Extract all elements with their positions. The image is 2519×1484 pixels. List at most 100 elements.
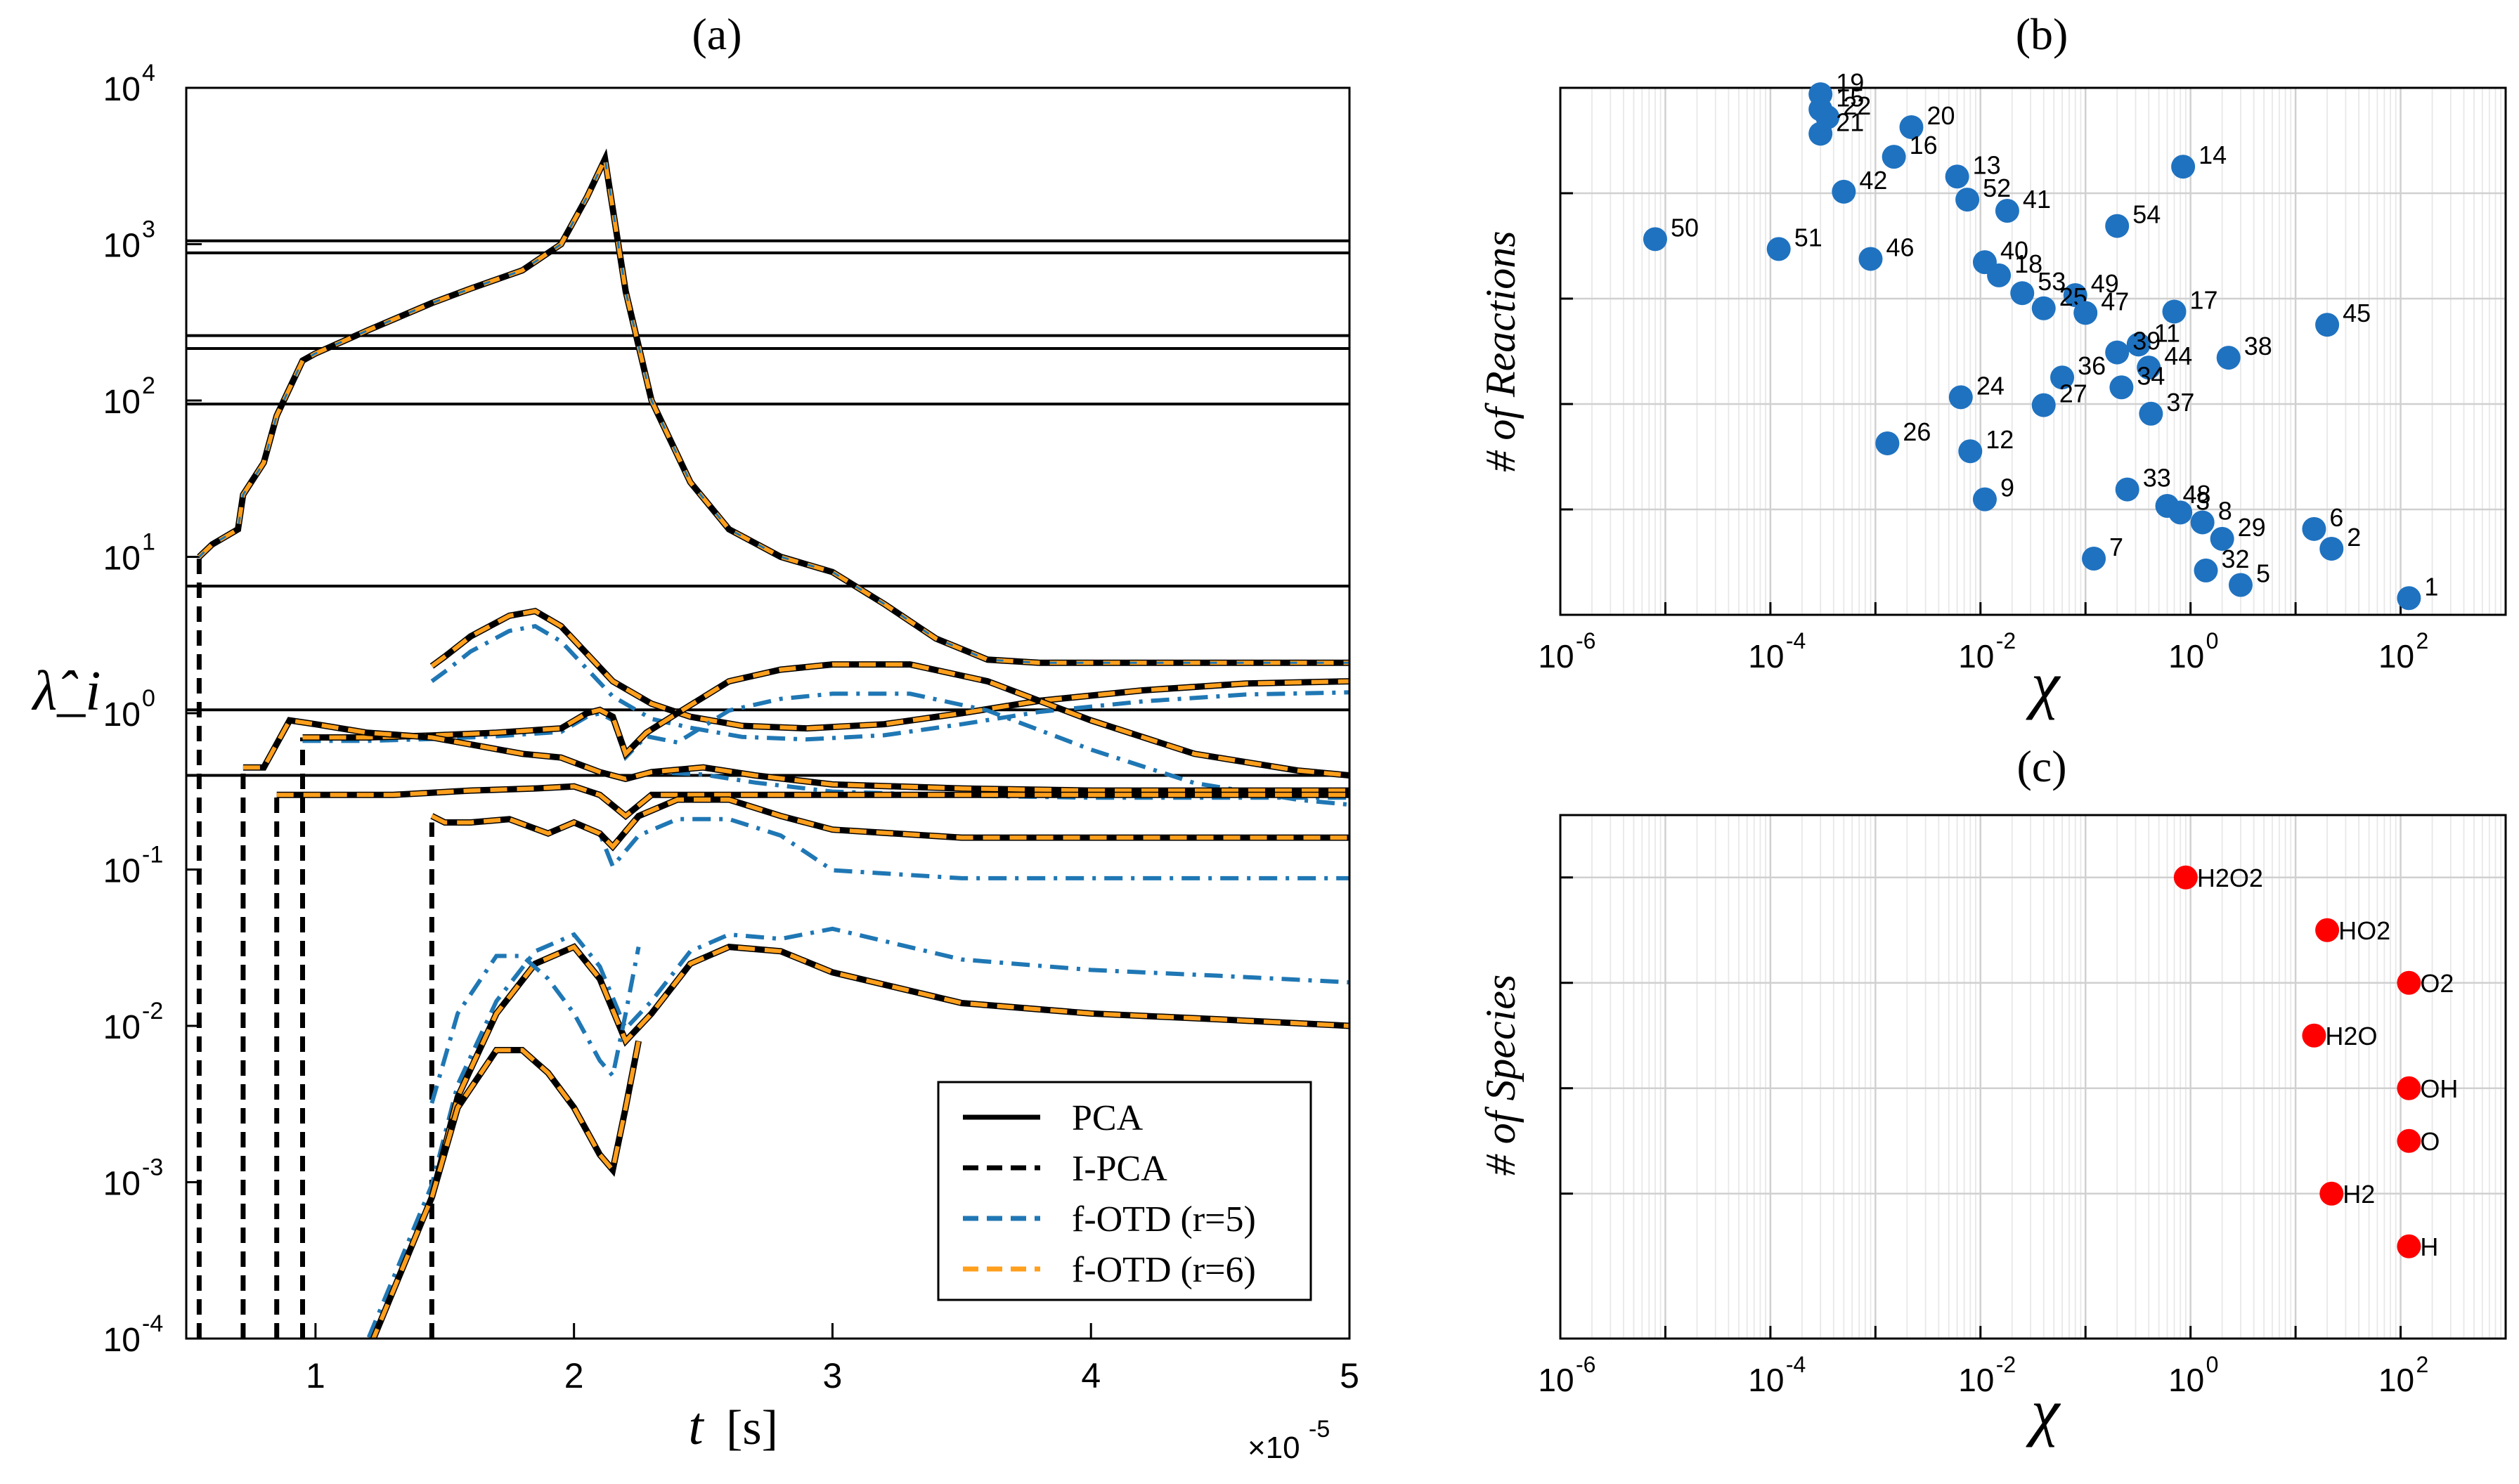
panel-b-ylabel: # of Reactions: [1477, 230, 1524, 471]
reaction-point-25: [2031, 296, 2056, 320]
reaction-point-label-19: 19: [1836, 68, 1864, 97]
reaction-point-label-21: 21: [1836, 108, 1864, 136]
reaction-point-label-27: 27: [2059, 379, 2087, 408]
panel-c-frame: [1559, 814, 2507, 1340]
panel-a-x-multiplier: ×10 -5: [1248, 1416, 1330, 1465]
panel-a-x-multiplier-base: ×10: [1248, 1431, 1300, 1465]
legend-label-fotd5: f-OTD (r=5): [1072, 1199, 1256, 1239]
reaction-point-29: [2210, 526, 2234, 551]
panel-a-ylabel: λ̂_i: [32, 660, 101, 722]
reaction-point-37: [2139, 401, 2163, 426]
reaction-point-label-20: 20: [1927, 101, 1955, 130]
panel-b-xtick-exp-5: 2: [2416, 628, 2429, 653]
panel-c-xtick-exp-2: -4: [1786, 1352, 1806, 1377]
reaction-point-label-2: 2: [2347, 523, 2361, 552]
reaction-point-label-14: 14: [2199, 141, 2227, 169]
reaction-point-label-17: 17: [2190, 285, 2218, 314]
reaction-point-label-24: 24: [1976, 371, 2005, 400]
panel-a-ytick-base-5: 10: [103, 696, 141, 734]
panel-b-xtick-base-2: 10: [1748, 638, 1784, 675]
reaction-point-label-15: 15: [1836, 84, 1864, 112]
panel-c-xlabel: χ: [2026, 1376, 2061, 1447]
reaction-point-7: [2082, 547, 2106, 571]
panel-a-ytick-base-2: 10: [103, 1166, 141, 1203]
reaction-point-label-6: 6: [2329, 503, 2343, 532]
reaction-point-label-3: 3: [2196, 486, 2210, 515]
fotd6-mode-6: [431, 798, 1349, 850]
reaction-point-label-42: 42: [1859, 166, 1887, 195]
reaction-point-27: [2031, 393, 2056, 417]
reaction-point-38: [2216, 346, 2241, 370]
reaction-point-2: [2319, 536, 2344, 561]
species-point-label-OH: OH: [2420, 1074, 2458, 1103]
reaction-point-label-45: 45: [2343, 299, 2371, 327]
panel-b-xtick-exp-2: -4: [1786, 628, 1806, 653]
reaction-point-36: [2050, 365, 2075, 390]
reaction-point-20: [1899, 115, 1924, 139]
species-point-H2O: [2302, 1023, 2326, 1048]
panel-a-ytick-base-1: 10: [103, 1322, 141, 1359]
reaction-point-24: [1948, 385, 1973, 410]
reaction-point-label-37: 37: [2166, 388, 2194, 417]
panel-a-ytick-base-6: 10: [103, 540, 141, 578]
panel-c-points: H2O2 HO2 O2 H2O OH O H2 H: [2173, 864, 2458, 1261]
reaction-point-9: [1972, 487, 1997, 512]
reaction-point-label-29: 29: [2238, 513, 2266, 542]
reaction-point-label-13: 13: [1973, 150, 2001, 179]
panel-a-xtick-label-2: 2: [564, 1356, 584, 1395]
reaction-point-label-50: 50: [1671, 213, 1699, 242]
panel-a-ytick-exp-3: -2: [142, 998, 163, 1024]
reaction-point-label-47: 47: [2101, 287, 2129, 315]
reaction-point-34: [2109, 375, 2134, 400]
reaction-point-32: [2194, 558, 2218, 582]
fotd5-mode-1: [198, 155, 1349, 664]
reaction-point-6: [2302, 516, 2326, 541]
reaction-point-label-46: 46: [1886, 233, 1914, 261]
panel-a-xtick-label-3: 3: [823, 1356, 843, 1395]
panel-a-x-multiplier-exp: -5: [1309, 1416, 1330, 1443]
reaction-point-33: [2115, 477, 2139, 502]
panel-c-xtick-base-2: 10: [1748, 1362, 1784, 1398]
reaction-point-label-49: 49: [2091, 269, 2119, 298]
panel-a-ytick-base-7: 10: [103, 384, 141, 421]
reaction-point-label-1: 1: [2424, 572, 2438, 601]
species-point-O: [2397, 1128, 2421, 1153]
legend-label-ipca: I-PCA: [1072, 1149, 1167, 1189]
reaction-point-50: [1643, 227, 1667, 252]
fotd5-mode-7-dashdot: [365, 926, 1349, 1339]
species-point-label-H2O: H2O: [2325, 1022, 2377, 1050]
reaction-point-label-54: 54: [2132, 200, 2161, 229]
ipca-mode-5: [276, 783, 1349, 821]
legend-label-fotd6: f-OTD (r=6): [1072, 1250, 1256, 1290]
panel-c-xtick-exp-3: -2: [1996, 1352, 2016, 1377]
reaction-point-13: [1945, 164, 1969, 189]
panel-a-ytick-base-9: 10: [103, 71, 141, 108]
panel-c-title: (c): [2016, 741, 2066, 791]
reaction-point-label-8: 8: [2218, 496, 2232, 525]
panel-b-xtick-base-4: 10: [2168, 638, 2204, 675]
panel-c-xtick-base-3: 10: [1958, 1362, 1994, 1398]
reaction-point-21: [1808, 122, 1833, 146]
reaction-point-label-22: 22: [1843, 91, 1871, 120]
panel-a-ytick-base-4: 10: [103, 853, 141, 890]
panel-a-xlabel-unit: [s]: [726, 1401, 778, 1455]
panel-a-ytick-exp-4: -1: [142, 842, 163, 868]
fotd6-mode-8: [429, 1041, 641, 1198]
panel-c-xtick-exp-4: 0: [2206, 1352, 2219, 1377]
reaction-point-label-9: 9: [2000, 474, 2014, 502]
reaction-point-16: [1882, 145, 1906, 169]
panel-a-ytick-exp-9: 4: [142, 60, 155, 86]
panel-a-y-axis-label: λ̂_i: [32, 660, 101, 722]
reaction-point-44: [2137, 356, 2161, 380]
reaction-point-label-38: 38: [2244, 332, 2272, 360]
reaction-point-49: [2063, 283, 2087, 307]
reaction-point-label-32: 32: [2222, 545, 2250, 573]
panel-b-grid: [1559, 88, 2507, 615]
reaction-point-52: [1955, 188, 1980, 212]
reaction-point-label-44: 44: [2164, 341, 2192, 370]
